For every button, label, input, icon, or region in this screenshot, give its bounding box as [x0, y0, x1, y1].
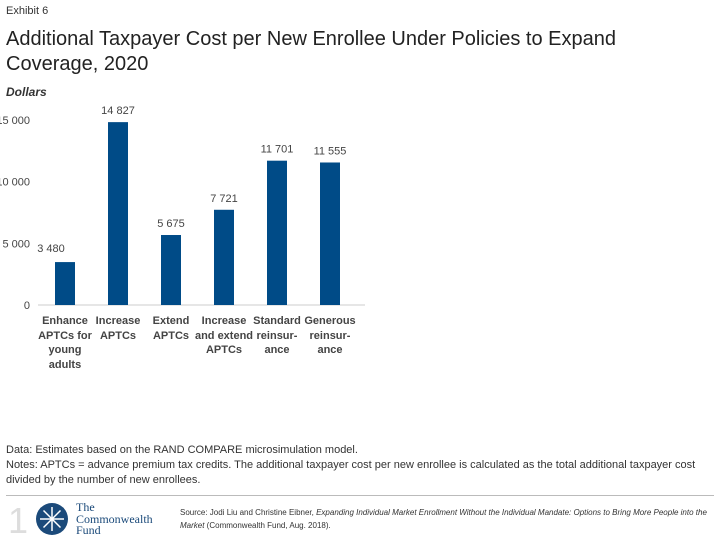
y-axis-unit: Dollars — [6, 85, 47, 99]
category-label: Standard reinsur-ance — [253, 315, 301, 356]
source-suffix: (Commonwealth Fund, Aug. 2018). — [204, 520, 331, 530]
category-label: Extend APTCs — [152, 315, 190, 342]
source-citation: Source: Jodi Liu and Christine Eibner, E… — [180, 507, 710, 532]
commonwealth-fund-logo: 1 The Commonwealth Fund — [8, 500, 178, 537]
category-label: Generous reinsur-ance — [304, 315, 356, 356]
notes: Data: Estimates based on the RAND COMPAR… — [6, 443, 706, 488]
data-label: 11 555 — [314, 145, 347, 157]
svg-text:1: 1 — [8, 502, 28, 536]
source-title: Expanding Individual Market Enrollment W… — [180, 508, 707, 530]
category-label: Increase and extend APTCs — [194, 315, 254, 356]
bar-chart: 0 5 000 10 000 15 000 3 480 14 827 5 675 7 721 1… — [0, 105, 365, 312]
category-label: Increase APTCs — [95, 315, 141, 342]
y-tick-label: 0 — [24, 300, 30, 312]
y-tick-label: 15 000 — [0, 115, 30, 127]
bar — [161, 235, 181, 305]
logo-line2: Commonwealth — [76, 511, 153, 526]
data-label: 3 480 — [37, 243, 65, 255]
logo-emblem-icon: 1 — [8, 502, 68, 536]
bar — [55, 262, 75, 305]
category-label: Enhance APTCs for young adults — [38, 315, 92, 371]
data-label: 11 701 — [261, 144, 294, 156]
data-note: Data: Estimates based on the RAND COMPAR… — [6, 444, 358, 456]
data-label: 14 827 — [101, 105, 135, 117]
y-tick-label: 5 000 — [2, 238, 30, 250]
bar — [214, 209, 234, 305]
data-label: 5 675 — [157, 218, 185, 230]
bar — [267, 160, 287, 305]
divider — [6, 495, 714, 496]
exhibit-label: Exhibit 6 — [6, 5, 49, 17]
source-prefix: Source: Jodi Liu and Christine Eibner, — [180, 508, 317, 517]
data-label: 7 721 — [210, 193, 238, 205]
logo-line3: Fund — [76, 523, 101, 537]
notes-text: Notes: APTCs = advance premium tax credi… — [6, 459, 696, 486]
chart-title: Additional Taxpayer Cost per New Enrolle… — [6, 28, 616, 75]
bar — [108, 122, 128, 305]
logo-line1: The — [76, 500, 95, 514]
y-tick-label: 10 000 — [0, 177, 30, 189]
bar — [320, 162, 340, 305]
